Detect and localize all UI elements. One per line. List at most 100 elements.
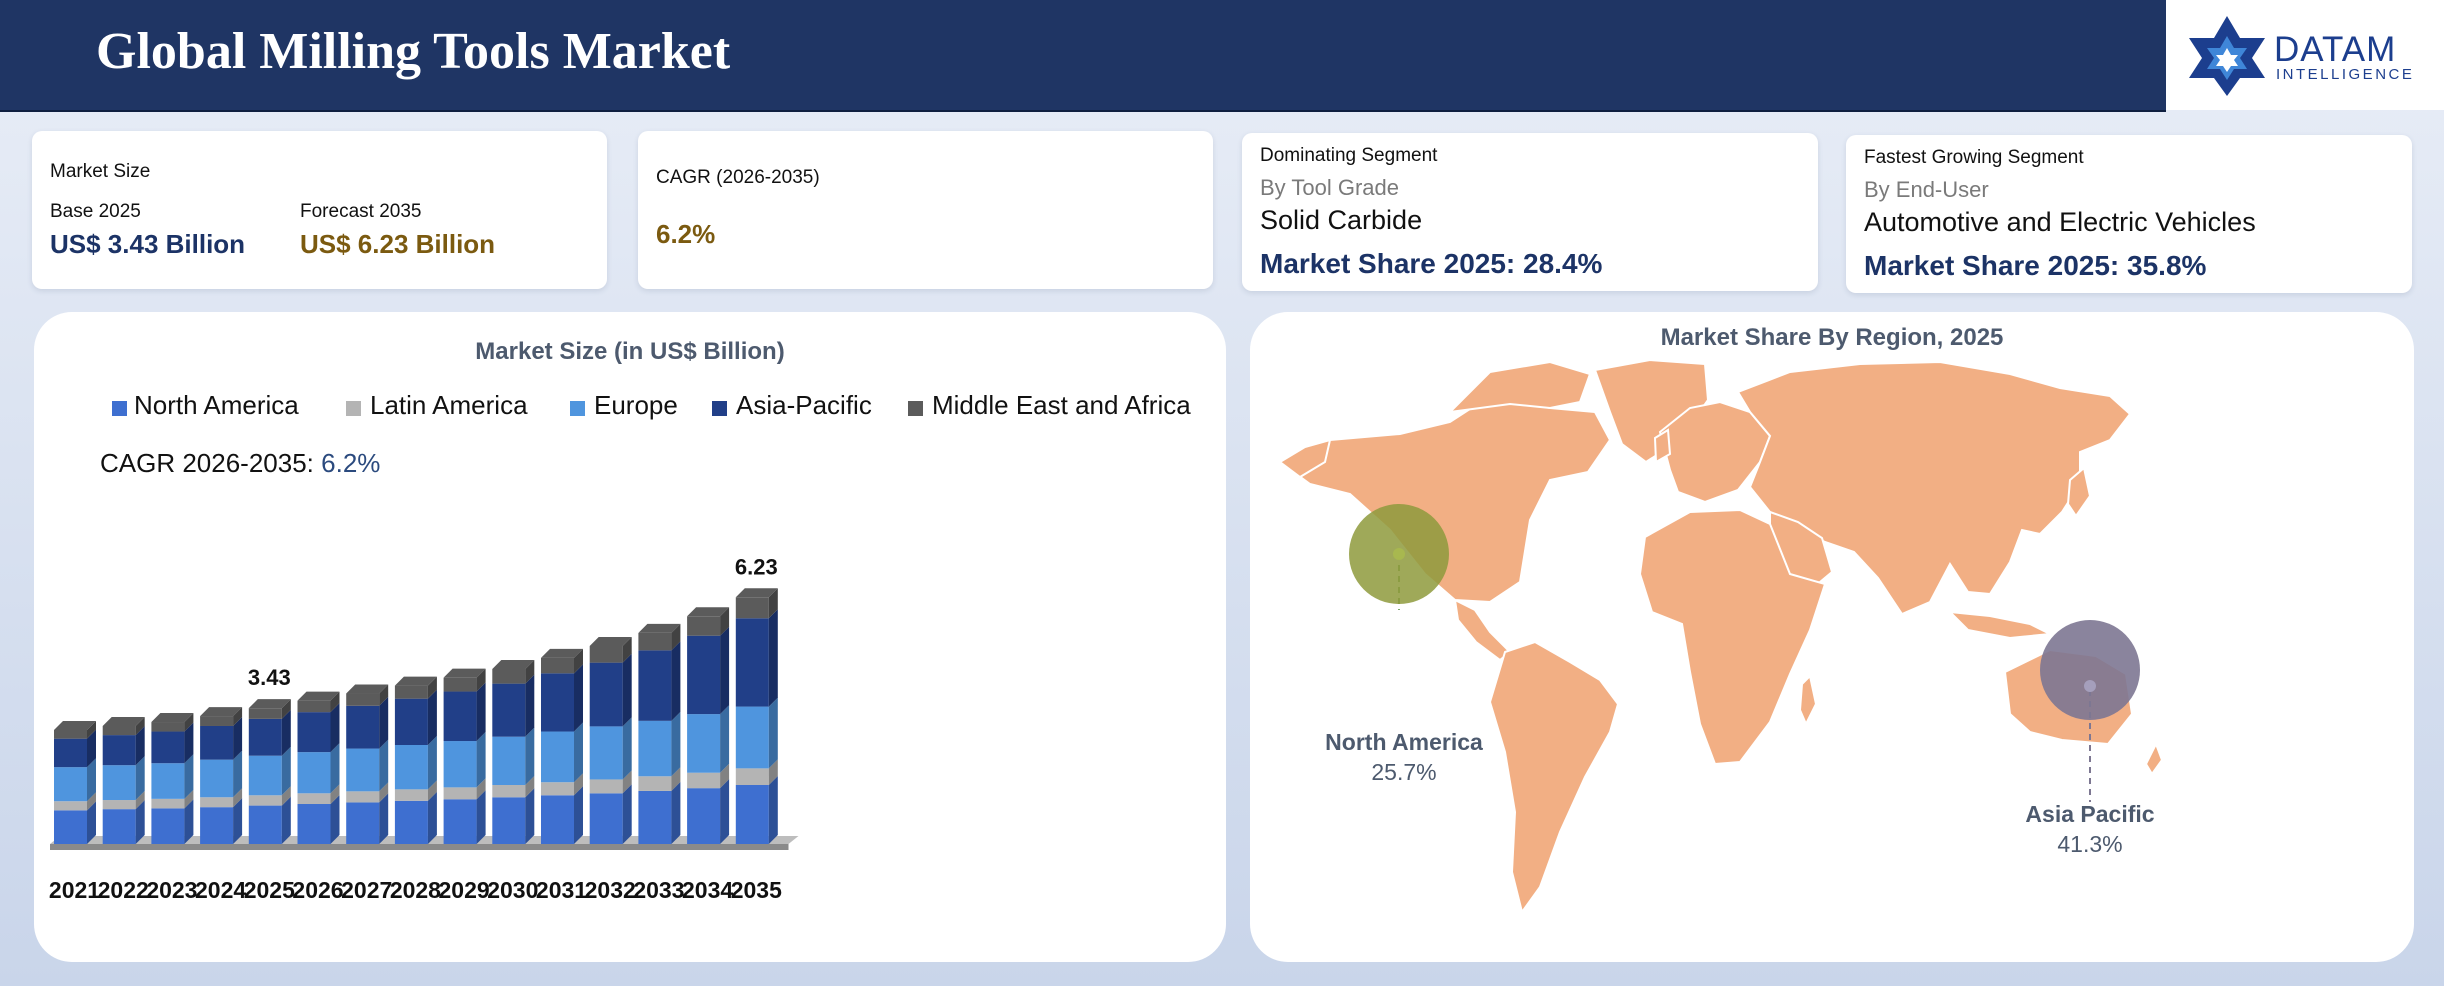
bar-segment-2025-3 xyxy=(248,718,282,756)
indonesia-land xyxy=(1947,610,2054,640)
x-tick-label-2022: 2022 xyxy=(98,877,149,903)
bar-side-2033-4 xyxy=(671,623,681,651)
bar-side-2026-1 xyxy=(330,784,340,805)
bar-side-2034-4 xyxy=(720,607,730,636)
bar-side-2033-1 xyxy=(671,767,681,791)
asia-land xyxy=(1736,360,2132,616)
bar-segment-2021-4 xyxy=(54,729,87,739)
bar-segment-2033-0 xyxy=(638,790,672,844)
data-label-2035: 6.23 xyxy=(735,554,778,579)
bar-segment-2028-0 xyxy=(394,800,428,844)
bar-side-2030-4 xyxy=(525,659,535,684)
bar-segment-2028-3 xyxy=(394,698,428,745)
logo-name: DATAM xyxy=(2274,30,2397,69)
bar-top-2029 xyxy=(443,668,486,678)
africa-land xyxy=(1638,508,1827,766)
north-america-dot xyxy=(1393,548,1405,560)
bar-side-2033-3 xyxy=(671,641,681,721)
bar-segment-2035-4 xyxy=(735,597,769,619)
base-year-label: Base 2025 xyxy=(50,201,141,222)
bar-side-2021-4 xyxy=(87,720,96,739)
bar-segment-2030-4 xyxy=(492,668,526,684)
bar-side-2034-3 xyxy=(720,626,730,715)
cagr-card: CAGR (2026-2035) 6.2% xyxy=(638,131,1213,289)
bar-segment-2024-3 xyxy=(200,725,234,760)
bar-side-2026-0 xyxy=(330,795,340,844)
bar-segment-2024-1 xyxy=(200,797,234,808)
bar-top-2030 xyxy=(492,659,535,669)
bar-side-2029-0 xyxy=(476,790,486,844)
chart-cagr-label: CAGR 2026-2035: xyxy=(100,448,322,478)
bar-side-2028-4 xyxy=(427,676,437,699)
uk-land xyxy=(1653,428,1672,464)
chart-floor-edge xyxy=(50,844,789,850)
bar-segment-2032-0 xyxy=(589,793,623,844)
bar-segment-2023-4 xyxy=(151,722,185,732)
bar-segment-2035-3 xyxy=(735,618,769,707)
bar-side-2023-4 xyxy=(184,713,194,732)
logo: DATAM INTELLIGENCE xyxy=(2166,0,2444,110)
bar-segment-2030-3 xyxy=(492,683,526,737)
bar-segment-2021-0 xyxy=(54,810,87,844)
bar-side-2023-3 xyxy=(184,722,194,764)
bar-segment-2022-3 xyxy=(102,735,136,766)
bar-segment-2024-2 xyxy=(200,759,234,798)
bar-side-2029-2 xyxy=(476,732,486,788)
bar-segment-2032-4 xyxy=(589,646,623,663)
bar-side-2032-2 xyxy=(622,717,632,780)
bar-side-2024-1 xyxy=(233,788,243,808)
bar-segment-2028-2 xyxy=(394,745,428,790)
south-america-land xyxy=(1488,640,1620,915)
fastest-category: By End-User xyxy=(1864,177,1989,202)
bar-side-2022-1 xyxy=(135,791,145,810)
bar-segment-2028-4 xyxy=(394,685,428,699)
north-america-marker: North America 25.7% xyxy=(1325,504,1483,785)
bar-side-2031-0 xyxy=(574,786,583,844)
bar-segment-2034-0 xyxy=(687,788,721,844)
bar-segment-2031-3 xyxy=(541,673,574,732)
bar-side-2023-2 xyxy=(184,754,194,799)
madagascar-land xyxy=(1798,673,1818,727)
bar-side-2034-2 xyxy=(720,705,730,773)
fastest-segment-name: Automotive and Electric Vehicles xyxy=(1864,207,2256,237)
bar-segment-2024-4 xyxy=(200,716,234,726)
bar-segment-2023-2 xyxy=(151,763,185,799)
bar-side-2025-0 xyxy=(281,796,291,844)
legend-swatch-mea xyxy=(908,401,923,416)
x-tick-label-2030: 2030 xyxy=(487,877,538,903)
bar-side-2032-3 xyxy=(622,653,632,727)
bar-side-2031-3 xyxy=(574,664,583,732)
bar-side-2031-2 xyxy=(574,722,583,783)
bar-segment-2031-0 xyxy=(541,795,574,844)
x-tick-label-2021: 2021 xyxy=(49,877,100,903)
legend-swatch-europe xyxy=(570,401,585,416)
bar-segment-2027-2 xyxy=(346,748,380,792)
bar-side-2027-1 xyxy=(379,782,389,803)
legend-label-europe: Europe xyxy=(594,390,678,420)
forecast-value: US$ 6.23 Billion xyxy=(300,229,496,259)
x-tick-label-2023: 2023 xyxy=(146,877,197,903)
bar-segment-2021-3 xyxy=(54,738,87,768)
bar-segment-2021-2 xyxy=(54,767,87,802)
bar-segment-2027-1 xyxy=(346,791,380,803)
bar-segment-2027-4 xyxy=(346,693,380,706)
bar-side-2024-0 xyxy=(233,798,243,844)
market-size-card: Market Size Base 2025 US$ 3.43 Billion F… xyxy=(32,131,607,289)
x-tick-label-2034: 2034 xyxy=(682,877,733,903)
bar-side-2035-2 xyxy=(768,697,778,769)
fastest-heading: Fastest Growing Segment xyxy=(1864,147,2084,168)
cagr-value: 6.2% xyxy=(656,219,716,249)
bar-segment-2029-2 xyxy=(443,741,477,788)
bar-segment-2031-4 xyxy=(541,657,574,674)
bar-chart-panel: Market Size (in US$ Billion) North Ameri… xyxy=(34,312,1226,962)
legend-label-latin-america: Latin America xyxy=(370,390,528,420)
bar-side-2033-0 xyxy=(671,781,681,844)
bar-side-2025-2 xyxy=(281,746,291,796)
asia-pacific-share: 41.3% xyxy=(2057,831,2122,857)
bar-top-2027 xyxy=(346,684,389,694)
bar-side-2030-2 xyxy=(525,727,535,785)
bar-segment-2034-1 xyxy=(687,772,721,789)
asia-pacific-dot xyxy=(2084,680,2096,692)
bar-segment-2030-0 xyxy=(492,797,526,844)
bar-segment-2026-1 xyxy=(297,793,331,805)
